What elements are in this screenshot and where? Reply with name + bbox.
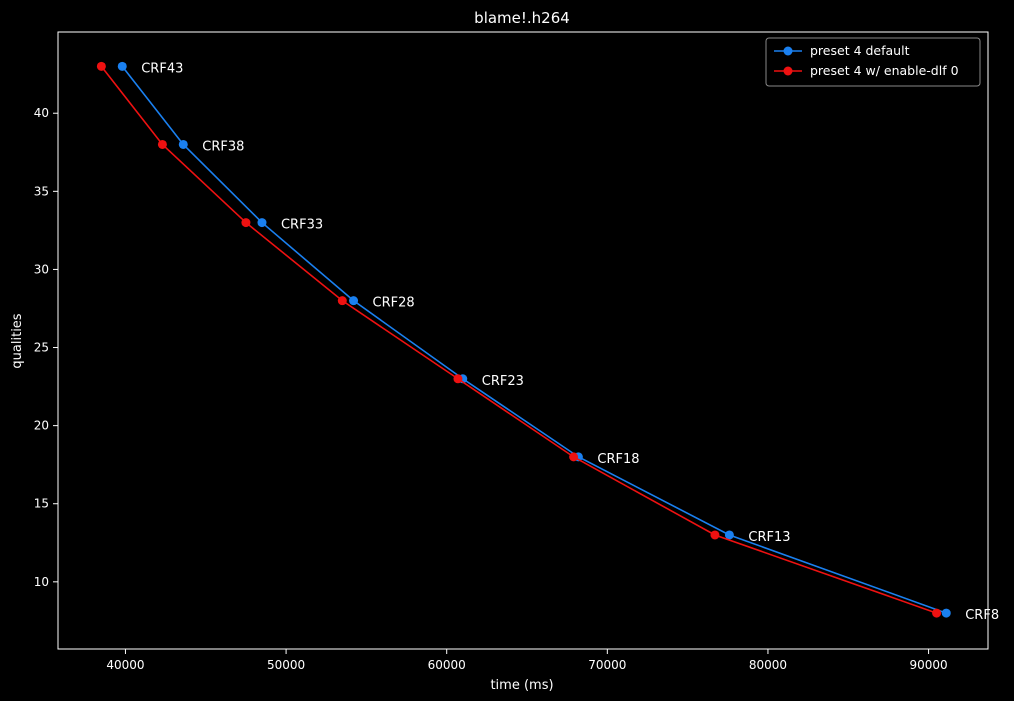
legend-marker bbox=[783, 46, 793, 56]
y-tick-label: 30 bbox=[34, 262, 49, 276]
legend-entry: preset 4 default bbox=[774, 43, 910, 58]
data-point bbox=[257, 218, 267, 228]
point-label: CRF38 bbox=[202, 139, 244, 154]
x-tick-label: 70000 bbox=[588, 658, 626, 672]
point-label: CRF33 bbox=[281, 218, 323, 233]
x-tick-label: 60000 bbox=[428, 658, 466, 672]
series-line bbox=[121, 65, 947, 614]
x-tick-label: 40000 bbox=[106, 658, 144, 672]
data-point bbox=[453, 374, 463, 384]
series-layer bbox=[96, 61, 951, 618]
legend-box bbox=[765, 37, 981, 87]
y-tick-label: 25 bbox=[34, 341, 49, 355]
y-axis-label: qualities bbox=[10, 313, 25, 368]
data-point bbox=[241, 218, 251, 228]
plot-frame bbox=[57, 31, 989, 650]
point-label: CRF23 bbox=[482, 374, 524, 389]
legend-entry: preset 4 w/ enable-dlf 0 bbox=[774, 63, 959, 78]
data-point bbox=[178, 139, 188, 149]
series-line bbox=[100, 65, 937, 614]
legend: preset 4 default preset 4 w/ enable-dlf 0 bbox=[765, 37, 981, 87]
y-tick-label: 10 bbox=[34, 575, 49, 589]
data-point bbox=[710, 530, 720, 540]
x-tick-label: 50000 bbox=[267, 658, 305, 672]
x-tick-label: 90000 bbox=[909, 658, 947, 672]
y-tick-label: 35 bbox=[34, 184, 49, 198]
point-label: CRF8 bbox=[965, 608, 999, 623]
point-labels: CRF43 CRF38 CRF33 CRF28 CRF23 CRF18 CRF13 CRF8 bbox=[141, 61, 999, 623]
y-tick-label: 15 bbox=[34, 497, 49, 511]
legend-label: preset 4 w/ enable-dlf 0 bbox=[810, 63, 959, 78]
legend-marker bbox=[783, 66, 793, 76]
series-2 bbox=[96, 61, 942, 618]
data-point bbox=[349, 296, 359, 306]
axes: 40000 50000 60000 70000 80000 90000 10 15 20 25 30… bbox=[34, 31, 989, 672]
point-label: CRF43 bbox=[141, 61, 183, 76]
data-point bbox=[724, 530, 734, 540]
point-label: CRF18 bbox=[597, 452, 639, 467]
point-label: CRF13 bbox=[748, 530, 790, 545]
data-point bbox=[932, 608, 942, 618]
data-point bbox=[117, 61, 127, 71]
x-axis-label: time (ms) bbox=[490, 678, 553, 693]
data-point bbox=[569, 452, 579, 462]
data-point bbox=[337, 296, 347, 306]
data-point bbox=[96, 61, 106, 71]
chart-title: blame!.h264 bbox=[474, 9, 570, 27]
data-point bbox=[941, 608, 951, 618]
data-point bbox=[157, 139, 167, 149]
y-tick-label: 40 bbox=[34, 106, 49, 120]
y-tick-label: 20 bbox=[34, 419, 49, 433]
legend-label: preset 4 default bbox=[810, 43, 910, 58]
point-label: CRF28 bbox=[373, 296, 415, 311]
x-tick-label: 80000 bbox=[749, 658, 787, 672]
